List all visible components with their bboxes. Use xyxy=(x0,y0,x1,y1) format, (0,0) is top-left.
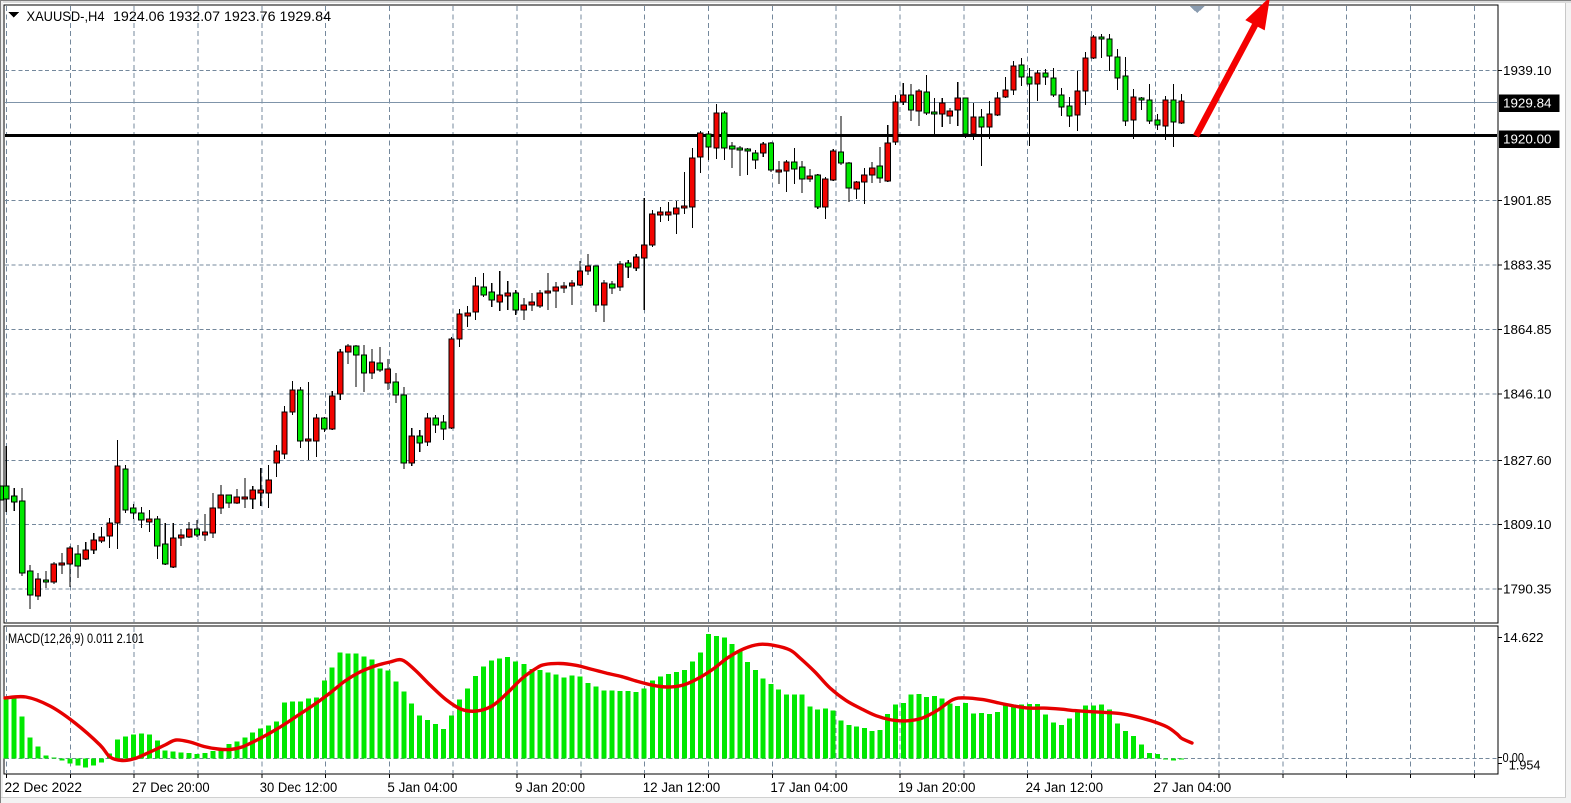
svg-text:30 Dec 12:00: 30 Dec 12:00 xyxy=(260,780,338,795)
svg-text:1924.06 1932.07 1923.76 1929.8: 1924.06 1932.07 1923.76 1929.84 xyxy=(113,9,332,24)
svg-text:1920.00: 1920.00 xyxy=(1503,132,1552,147)
svg-text:19 Jan 20:00: 19 Jan 20:00 xyxy=(898,780,976,795)
svg-text:1864.85: 1864.85 xyxy=(1503,322,1552,337)
svg-text:1901.85: 1901.85 xyxy=(1503,193,1552,208)
svg-text:1929.84: 1929.84 xyxy=(1503,96,1552,111)
svg-text:1939.10: 1939.10 xyxy=(1503,63,1552,78)
svg-text:12 Jan 12:00: 12 Jan 12:00 xyxy=(643,780,721,795)
svg-text:1790.35: 1790.35 xyxy=(1503,581,1552,596)
svg-text:27 Jan 04:00: 27 Jan 04:00 xyxy=(1153,780,1231,795)
svg-text:1809.10: 1809.10 xyxy=(1503,517,1552,532)
svg-text:1.954: 1.954 xyxy=(1509,758,1541,773)
svg-text:1827.60: 1827.60 xyxy=(1503,453,1552,468)
svg-text:14.622: 14.622 xyxy=(1503,630,1544,645)
svg-text:24 Jan 12:00: 24 Jan 12:00 xyxy=(1026,780,1104,795)
svg-text:5 Jan 04:00: 5 Jan 04:00 xyxy=(387,780,457,795)
svg-text:17 Jan 04:00: 17 Jan 04:00 xyxy=(770,780,848,795)
svg-text:1883.35: 1883.35 xyxy=(1503,257,1552,272)
svg-text:XAUUSD-,H4: XAUUSD-,H4 xyxy=(27,9,105,24)
svg-text:9 Jan 20:00: 9 Jan 20:00 xyxy=(515,780,585,795)
svg-text:0.00: 0.00 xyxy=(1503,750,1525,765)
svg-text:27 Dec 20:00: 27 Dec 20:00 xyxy=(132,780,210,795)
svg-text:MACD(12,26,9) 0.011 2.101: MACD(12,26,9) 0.011 2.101 xyxy=(8,631,144,646)
svg-text:22 Dec 2022: 22 Dec 2022 xyxy=(5,780,83,795)
svg-text:1846.10: 1846.10 xyxy=(1503,386,1552,401)
